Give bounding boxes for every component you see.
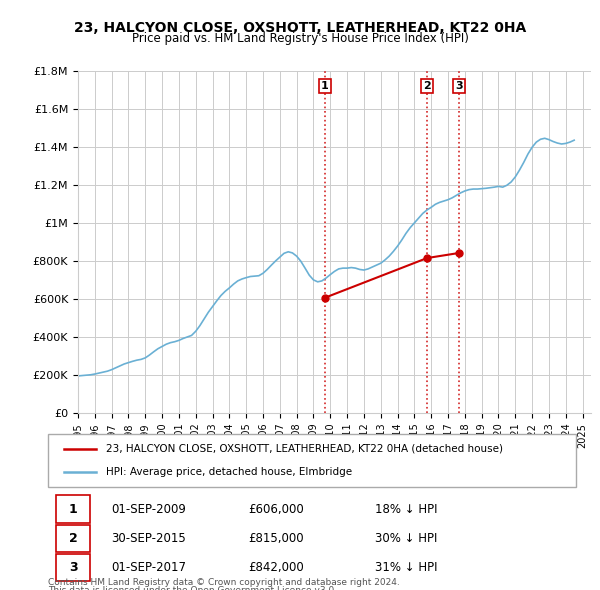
- Text: 1: 1: [69, 503, 78, 516]
- Text: £606,000: £606,000: [248, 503, 304, 516]
- Text: 3: 3: [455, 81, 463, 91]
- Text: Contains HM Land Registry data © Crown copyright and database right 2024.: Contains HM Land Registry data © Crown c…: [48, 578, 400, 587]
- Text: 23, HALCYON CLOSE, OXSHOTT, LEATHERHEAD, KT22 0HA: 23, HALCYON CLOSE, OXSHOTT, LEATHERHEAD,…: [74, 21, 526, 35]
- FancyBboxPatch shape: [56, 525, 90, 552]
- Text: Price paid vs. HM Land Registry's House Price Index (HPI): Price paid vs. HM Land Registry's House …: [131, 32, 469, 45]
- Text: £842,000: £842,000: [248, 561, 304, 574]
- FancyBboxPatch shape: [48, 434, 576, 487]
- Text: 1: 1: [321, 81, 329, 91]
- Text: 30% ↓ HPI: 30% ↓ HPI: [376, 532, 438, 545]
- Text: 23, HALCYON CLOSE, OXSHOTT, LEATHERHEAD, KT22 0HA (detached house): 23, HALCYON CLOSE, OXSHOTT, LEATHERHEAD,…: [106, 444, 503, 454]
- FancyBboxPatch shape: [56, 496, 90, 523]
- FancyBboxPatch shape: [56, 554, 90, 581]
- Text: 2: 2: [423, 81, 431, 91]
- Text: 01-SEP-2009: 01-SEP-2009: [112, 503, 186, 516]
- Text: This data is licensed under the Open Government Licence v3.0.: This data is licensed under the Open Gov…: [48, 586, 337, 590]
- Text: 30-SEP-2015: 30-SEP-2015: [112, 532, 186, 545]
- Text: 2: 2: [69, 532, 78, 545]
- Text: 3: 3: [69, 561, 77, 574]
- Text: £815,000: £815,000: [248, 532, 304, 545]
- Text: 31% ↓ HPI: 31% ↓ HPI: [376, 561, 438, 574]
- Text: HPI: Average price, detached house, Elmbridge: HPI: Average price, detached house, Elmb…: [106, 467, 352, 477]
- Text: 01-SEP-2017: 01-SEP-2017: [112, 561, 187, 574]
- Text: 18% ↓ HPI: 18% ↓ HPI: [376, 503, 438, 516]
